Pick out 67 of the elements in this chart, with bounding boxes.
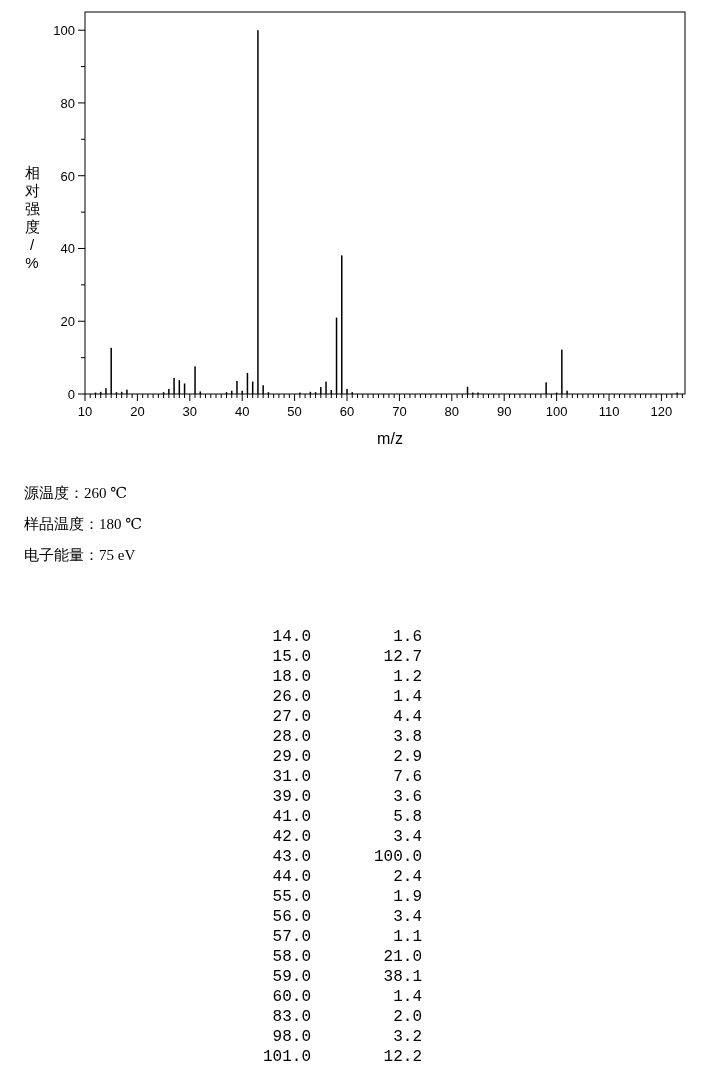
category-label: 59.0 [272, 968, 311, 986]
category-label: 18.0 [272, 668, 311, 686]
category-label: 28.0 [272, 728, 311, 746]
x-tick-label: 100 [545, 404, 568, 419]
category-label: 44.0 [272, 868, 311, 886]
category-label: 26.0 [272, 688, 311, 706]
category-label: 83.0 [272, 1008, 311, 1026]
y-axis-title: 相对强度/% [24, 164, 40, 271]
text: 3.2 [393, 1028, 422, 1046]
text: 2.4 [393, 868, 422, 886]
text: 1.4 [393, 688, 422, 706]
category-label: 57.0 [272, 928, 311, 946]
y-tick-label: 20 [60, 314, 75, 330]
category-label: 58.0 [272, 948, 311, 966]
text: 3.6 [393, 788, 422, 806]
text: 电子能量：75 eV [24, 547, 136, 563]
x-tick-label: 20 [130, 404, 145, 419]
text: 38.1 [383, 968, 422, 986]
category-label: 15.0 [272, 648, 311, 666]
x-tick-label: 70 [392, 404, 407, 419]
text: 21.0 [383, 948, 422, 966]
y-tick-label: 0 [67, 387, 75, 402]
category-label: 29.0 [272, 748, 311, 766]
category-label: 98.0 [272, 1028, 311, 1046]
x-tick-label: 80 [444, 404, 460, 419]
y-tick-label: 40 [60, 241, 75, 257]
text: 1.2 [393, 668, 422, 686]
text: 源温度：260 ℃ [24, 485, 128, 501]
category-label: 42.0 [272, 828, 311, 846]
text: 3.8 [393, 728, 422, 746]
category-label: 55.0 [272, 888, 311, 906]
category-label: 14.0 [272, 628, 311, 646]
x-tick-label: 120 [650, 404, 673, 419]
text: 1.1 [393, 928, 422, 946]
text: 2.0 [393, 1008, 422, 1026]
text: 3.4 [393, 828, 422, 846]
x-tick-label: 30 [182, 404, 198, 419]
text: 5.8 [393, 808, 422, 826]
category-label: 39.0 [272, 788, 311, 806]
category-label: 31.0 [272, 768, 311, 786]
x-axis-title: m/z [377, 430, 403, 447]
x-tick-label: 40 [234, 404, 250, 419]
text: 样品温度：180 ℃ [24, 516, 143, 532]
x-tick-label: 10 [77, 404, 93, 419]
category-label: 60.0 [272, 988, 311, 1006]
text: 4.4 [393, 708, 422, 726]
x-tick-label: 50 [287, 404, 302, 419]
text: 12.7 [383, 648, 422, 666]
text: 1.9 [393, 888, 422, 906]
x-tick-label: 90 [496, 404, 512, 419]
y-tick-label: 80 [60, 95, 75, 111]
text: 100.0 [373, 848, 422, 866]
text: 3.4 [393, 908, 422, 926]
text: 7.6 [393, 768, 422, 786]
category-label: 43.0 [272, 848, 311, 866]
text: 1.6 [393, 628, 422, 646]
x-tick-label: 60 [339, 404, 355, 419]
category-label: 101.0 [262, 1048, 311, 1066]
y-tick-label: 60 [60, 168, 75, 184]
category-label: 41.0 [272, 808, 311, 826]
category-label: 56.0 [272, 908, 311, 926]
text: 12.2 [383, 1048, 422, 1066]
y-tick-label: 100 [53, 23, 75, 39]
text: 2.9 [393, 748, 422, 766]
category-label: 27.0 [272, 708, 311, 726]
x-tick-label: 110 [598, 404, 620, 419]
text: 1.4 [393, 988, 422, 1006]
